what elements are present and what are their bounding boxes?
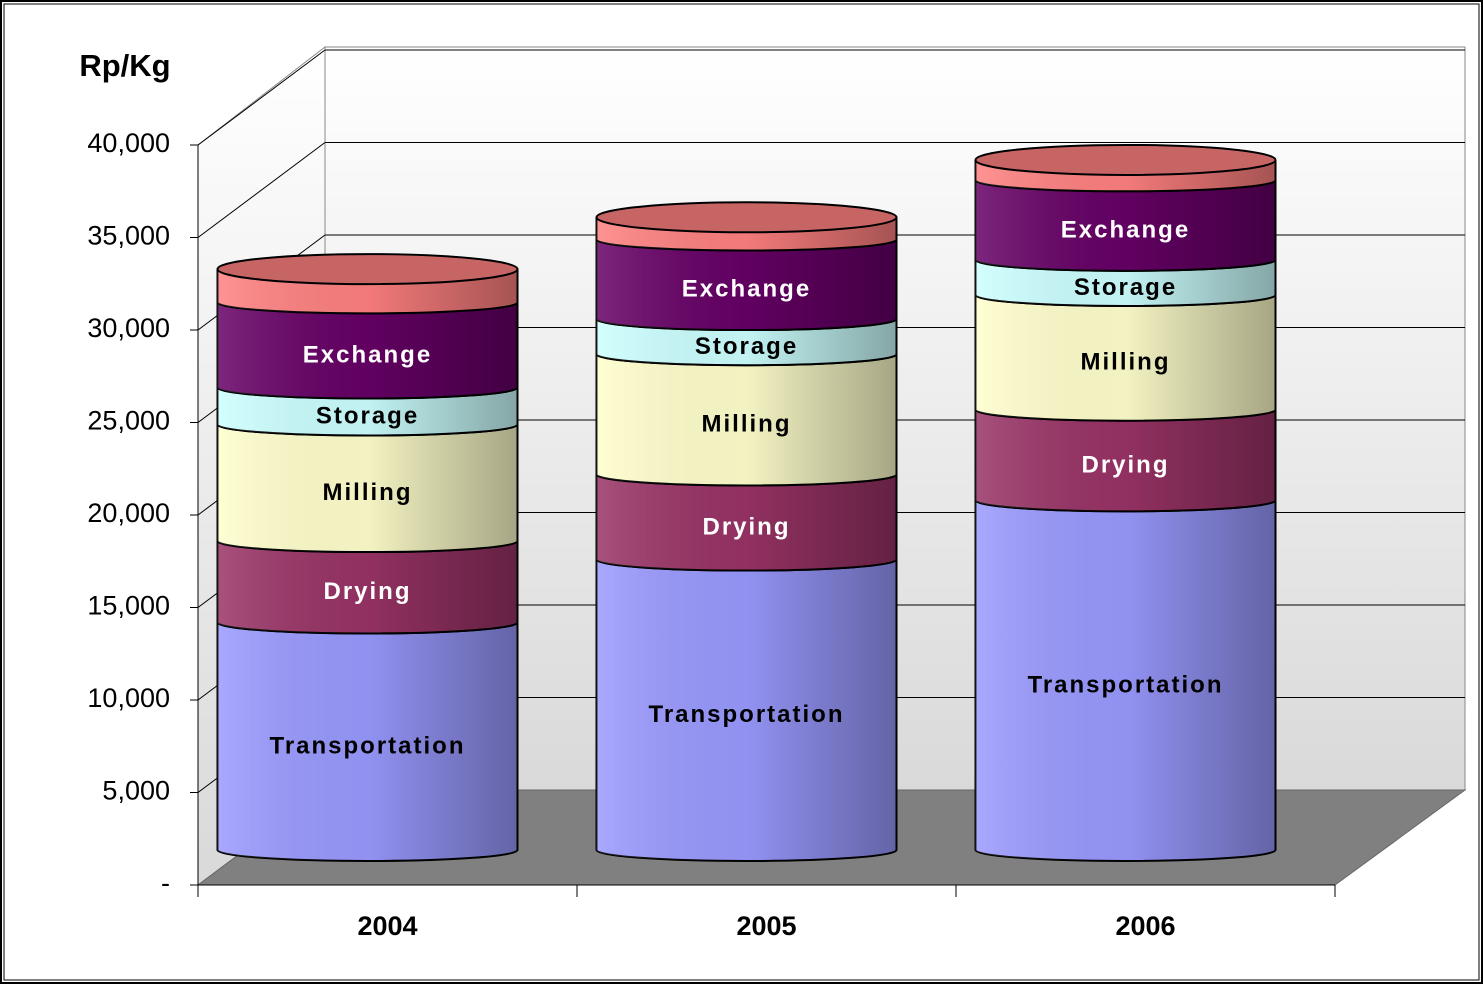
segment-label: Milling	[702, 411, 792, 438]
segment-label: Storage	[316, 402, 419, 429]
shade	[975, 295, 1276, 421]
segment-label: Storage	[695, 333, 798, 360]
y-tick-label: 5,000	[102, 776, 170, 806]
axis-title: Rp/Kg	[79, 48, 170, 83]
cylinder-top	[216, 253, 519, 286]
shade	[596, 217, 897, 251]
segment-label: Exchange	[1061, 216, 1190, 243]
segment-label: Exchange	[303, 341, 432, 368]
cylinder-top	[974, 143, 1277, 176]
shade	[217, 302, 518, 399]
shade	[975, 259, 1276, 306]
shade	[975, 409, 1276, 512]
y-tick-label: 30,000	[87, 313, 170, 343]
y-tick-label: 10,000	[87, 683, 170, 713]
grid-line	[197, 142, 326, 238]
shade	[596, 474, 897, 571]
y-tick-label: 25,000	[87, 406, 170, 436]
segment-label: Storage	[1074, 274, 1177, 301]
x-tick-label: 2005	[736, 911, 796, 941]
x-tick-label: 2004	[357, 911, 417, 941]
segment-label: Drying	[323, 578, 411, 605]
segment-label: Milling	[323, 479, 413, 506]
shade	[217, 622, 518, 861]
segment-label: Drying	[702, 513, 790, 540]
cylinder-top	[595, 201, 898, 234]
shade	[217, 387, 518, 436]
shade	[975, 180, 1276, 271]
shade	[596, 559, 897, 861]
x-tick-label: 2006	[1115, 911, 1175, 941]
shade	[596, 354, 897, 486]
segment-label: Transportation	[1027, 672, 1223, 699]
segment-label: Transportation	[269, 733, 465, 760]
shade	[975, 500, 1276, 861]
y-tick-label: 40,000	[87, 128, 170, 158]
segment-label: Drying	[1081, 451, 1169, 478]
shade	[596, 239, 897, 331]
y-tick-label: 35,000	[87, 221, 170, 251]
grid-line	[197, 49, 326, 146]
segment-label: Transportation	[648, 701, 844, 728]
shade	[217, 424, 518, 553]
y-tick-label: 15,000	[87, 591, 170, 621]
y-tick-label: 20,000	[87, 498, 170, 528]
shade	[217, 541, 518, 634]
segment-label: Milling	[1081, 349, 1171, 376]
frame-inner	[3, 3, 1480, 981]
shade	[596, 319, 897, 366]
segment-label: Exchange	[682, 276, 811, 303]
y-tick-label: -	[161, 868, 170, 898]
